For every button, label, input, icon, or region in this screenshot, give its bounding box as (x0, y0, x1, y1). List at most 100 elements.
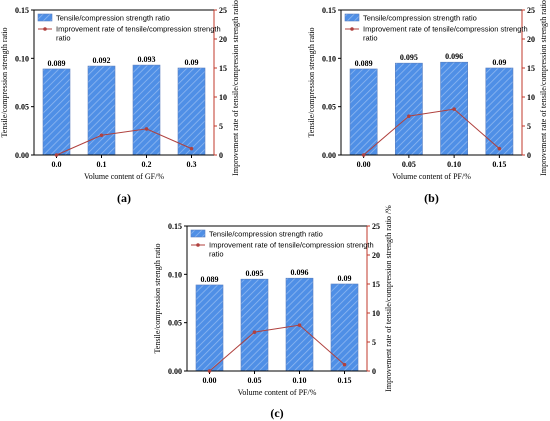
x-tick-label: 0.00 (203, 376, 217, 385)
x-tick-label: 0.00 (357, 160, 371, 169)
improvement-line (56, 128, 192, 156)
y-tick-label: 0.00 (15, 151, 29, 160)
x-tick-label: 0.10 (293, 376, 307, 385)
bar-value-label: 0.095 (246, 269, 264, 278)
legend-line-marker (196, 243, 200, 247)
bar (195, 284, 224, 372)
bar (177, 67, 206, 156)
y-tick-label: 0.10 (168, 270, 182, 279)
bar (349, 68, 378, 156)
y-tick-label: 0.15 (168, 222, 182, 231)
bar-value-label: 0.095 (400, 53, 418, 62)
y-tick-label: 0.10 (15, 54, 29, 63)
x-axis-label: Volume content of PF/% (238, 388, 317, 397)
improvement-line (363, 108, 500, 156)
bar-value-label: 0.096 (445, 52, 463, 61)
line-point (361, 153, 366, 157)
legend-bar-swatch (190, 229, 206, 238)
x-tick-label: 0.3 (187, 160, 197, 169)
x-axis-label: Volume content of PF/% (392, 172, 471, 181)
y2-tick-label: 15 (219, 64, 227, 73)
legend-line-label-cont: ratio (209, 250, 224, 259)
bar-value-label: 0.09 (492, 58, 506, 67)
line-point (99, 133, 104, 138)
y2-tick-label: 15 (527, 64, 535, 73)
y-axis-label: Tensile/compression strength ratio (0, 27, 9, 137)
panel-label: (b) (424, 191, 439, 205)
x-tick-label: 0.2 (142, 160, 152, 169)
bar-value-label: 0.09 (338, 274, 352, 283)
line-point (342, 362, 347, 367)
x-axis-label: Volume content of GF/% (84, 172, 164, 181)
bar (485, 67, 514, 156)
legend-bar-label: Tensile/compression strength ratio (363, 14, 477, 23)
y2-tick-label: 0 (527, 151, 531, 160)
bar-value-label: 0.089 (48, 59, 66, 68)
y2-tick-label: 25 (219, 6, 227, 15)
x-tick-label: 0.1 (97, 160, 107, 169)
bar-value-label: 0.092 (93, 56, 111, 65)
y2-tick-label: 20 (219, 35, 227, 44)
x-tick-label: 0.05 (402, 160, 416, 169)
bar (330, 283, 359, 372)
y2-tick-label: 20 (527, 35, 535, 44)
bar (240, 278, 269, 372)
bar (87, 65, 116, 156)
y2-axis-label: Improvement rate of tensile/compression … (231, 0, 240, 176)
chart-panel-2: 0.089 0.095 0.096 0.09 0.00 0.05 0.10 0.15 0 5 10 1… (153, 205, 393, 420)
y2-tick-label: 0 (219, 151, 223, 160)
line-point (452, 107, 456, 111)
chart-panel-0: 0.089 0.092 0.093 0.09 0.00 0.05 0.10 0.15 0 5 10 1… (0, 0, 240, 205)
y-tick-label: 0.10 (322, 54, 336, 63)
y-tick-label: 0.05 (168, 319, 182, 328)
y2-axis-label: Improvement rate of tensile/compression … (384, 205, 393, 392)
y-tick-label: 0.00 (168, 367, 182, 376)
line-point (497, 146, 502, 151)
y2-tick-label: 5 (527, 122, 531, 131)
bar (42, 68, 71, 156)
bar (132, 64, 161, 156)
x-tick-label: 0.15 (338, 376, 352, 385)
x-tick-label: 0.15 (492, 160, 506, 169)
chart-panel-1: 0.089 0.095 0.096 0.09 0.00 0.05 0.10 0.15 0 5 10 1… (307, 0, 548, 205)
improvement-line (209, 324, 345, 372)
legend-bar-swatch (344, 13, 360, 22)
y2-tick-label: 15 (372, 280, 380, 289)
line-point (144, 127, 149, 131)
y2-tick-label: 10 (219, 93, 227, 102)
line-point (252, 330, 257, 334)
legend-line-label: Improvement rate of tensile/compression … (209, 241, 374, 250)
y-axis-label: Tensile/compression strength ratio (153, 243, 162, 353)
y2-tick-label: 5 (219, 122, 223, 131)
legend-line-label-cont: ratio (363, 34, 378, 43)
bar (394, 62, 423, 156)
bar-value-label: 0.09 (185, 58, 199, 67)
y2-tick-label: 25 (372, 222, 380, 231)
legend-bar-swatch (37, 13, 53, 22)
bar-value-label: 0.093 (138, 55, 156, 64)
y-tick-label: 0.05 (322, 103, 336, 112)
legend-line-label: Improvement rate of tensile/compression … (363, 25, 528, 34)
y2-tick-label: 10 (527, 93, 535, 102)
y2-tick-label: 25 (527, 6, 535, 15)
y-tick-label: 0.15 (15, 6, 29, 15)
line-point (189, 146, 194, 151)
line-point (207, 369, 212, 373)
legend-bar-label: Tensile/compression strength ratio (209, 230, 323, 239)
legend-line-label-cont: ratio (56, 34, 71, 43)
y2-tick-label: 20 (372, 251, 380, 260)
panel-label: (c) (270, 406, 283, 420)
x-tick-label: 0.0 (52, 160, 62, 169)
y-tick-label: 0.00 (322, 151, 336, 160)
y-axis-label: Tensile/compression strength ratio (307, 27, 316, 137)
legend-line-marker (43, 27, 47, 31)
y2-tick-label: 5 (372, 338, 376, 347)
bar-value-label: 0.089 (201, 275, 219, 284)
y2-tick-label: 10 (372, 309, 380, 318)
legend-bar-label: Tensile/compression strength ratio (56, 14, 170, 23)
line-point (54, 153, 59, 157)
bar-value-label: 0.089 (355, 59, 373, 68)
y2-axis-label: Improvement rate of tensile/compression … (539, 0, 548, 176)
legend-line-marker (350, 27, 354, 31)
